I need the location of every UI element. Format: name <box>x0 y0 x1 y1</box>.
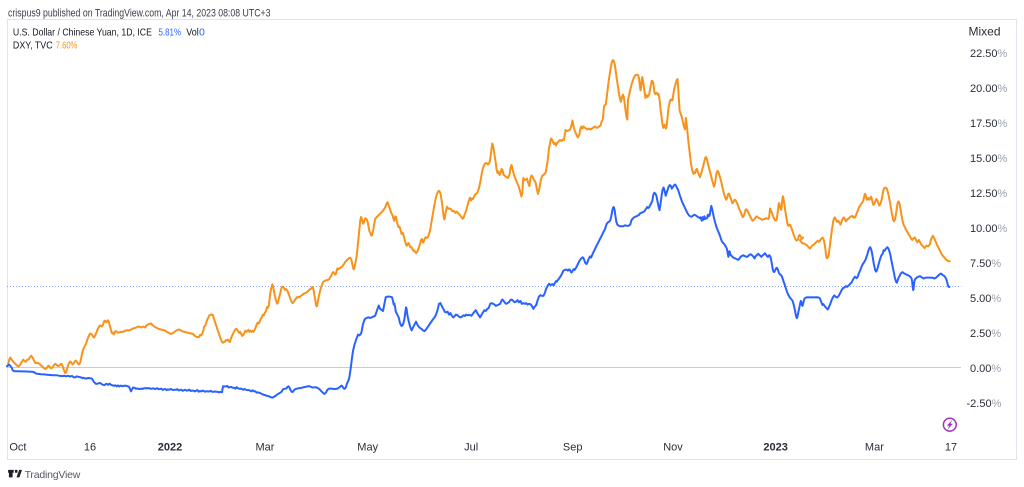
svg-text:2.50%: 2.50% <box>970 328 1001 340</box>
svg-text:2022: 2022 <box>158 442 182 454</box>
svg-text:DXY, TVC: DXY, TVC <box>13 40 53 52</box>
svg-text:Nov: Nov <box>663 442 683 454</box>
svg-text:17.50%: 17.50% <box>970 118 1008 130</box>
svg-text:Jul: Jul <box>464 442 478 454</box>
svg-text:0: 0 <box>199 27 205 39</box>
svg-text:Mixed: Mixed <box>969 25 1001 39</box>
svg-text:crispus9 published on TradingV: crispus9 published on TradingView.com, A… <box>8 8 271 20</box>
svg-text:20.00%: 20.00% <box>970 83 1008 95</box>
svg-text:15.00%: 15.00% <box>970 153 1008 165</box>
svg-text:Oct: Oct <box>9 442 26 454</box>
svg-text:TradingView: TradingView <box>25 469 81 481</box>
svg-text:0.00%: 0.00% <box>970 363 1001 375</box>
svg-text:5.81%: 5.81% <box>159 27 182 39</box>
svg-text:May: May <box>357 442 378 454</box>
svg-text:16: 16 <box>84 442 96 454</box>
svg-text:U.S. Dollar / Chinese Yuan, 1D: U.S. Dollar / Chinese Yuan, 1D, ICE <box>13 27 152 39</box>
svg-text:17: 17 <box>945 442 957 454</box>
svg-text:7.50%: 7.50% <box>970 258 1001 270</box>
svg-text:2023: 2023 <box>763 442 787 454</box>
svg-text:10.00%: 10.00% <box>970 223 1008 235</box>
svg-text:Mar: Mar <box>256 442 275 454</box>
svg-text:22.50%: 22.50% <box>970 48 1008 60</box>
svg-text:Sep: Sep <box>563 442 583 454</box>
svg-text:5.00%: 5.00% <box>970 293 1001 305</box>
svg-text:12.50%: 12.50% <box>970 188 1008 200</box>
svg-text:-2.50%: -2.50% <box>967 398 1002 410</box>
svg-text:Mar: Mar <box>865 442 884 454</box>
svg-text:Vol: Vol <box>186 27 199 39</box>
svg-text:7.60%: 7.60% <box>56 40 78 52</box>
